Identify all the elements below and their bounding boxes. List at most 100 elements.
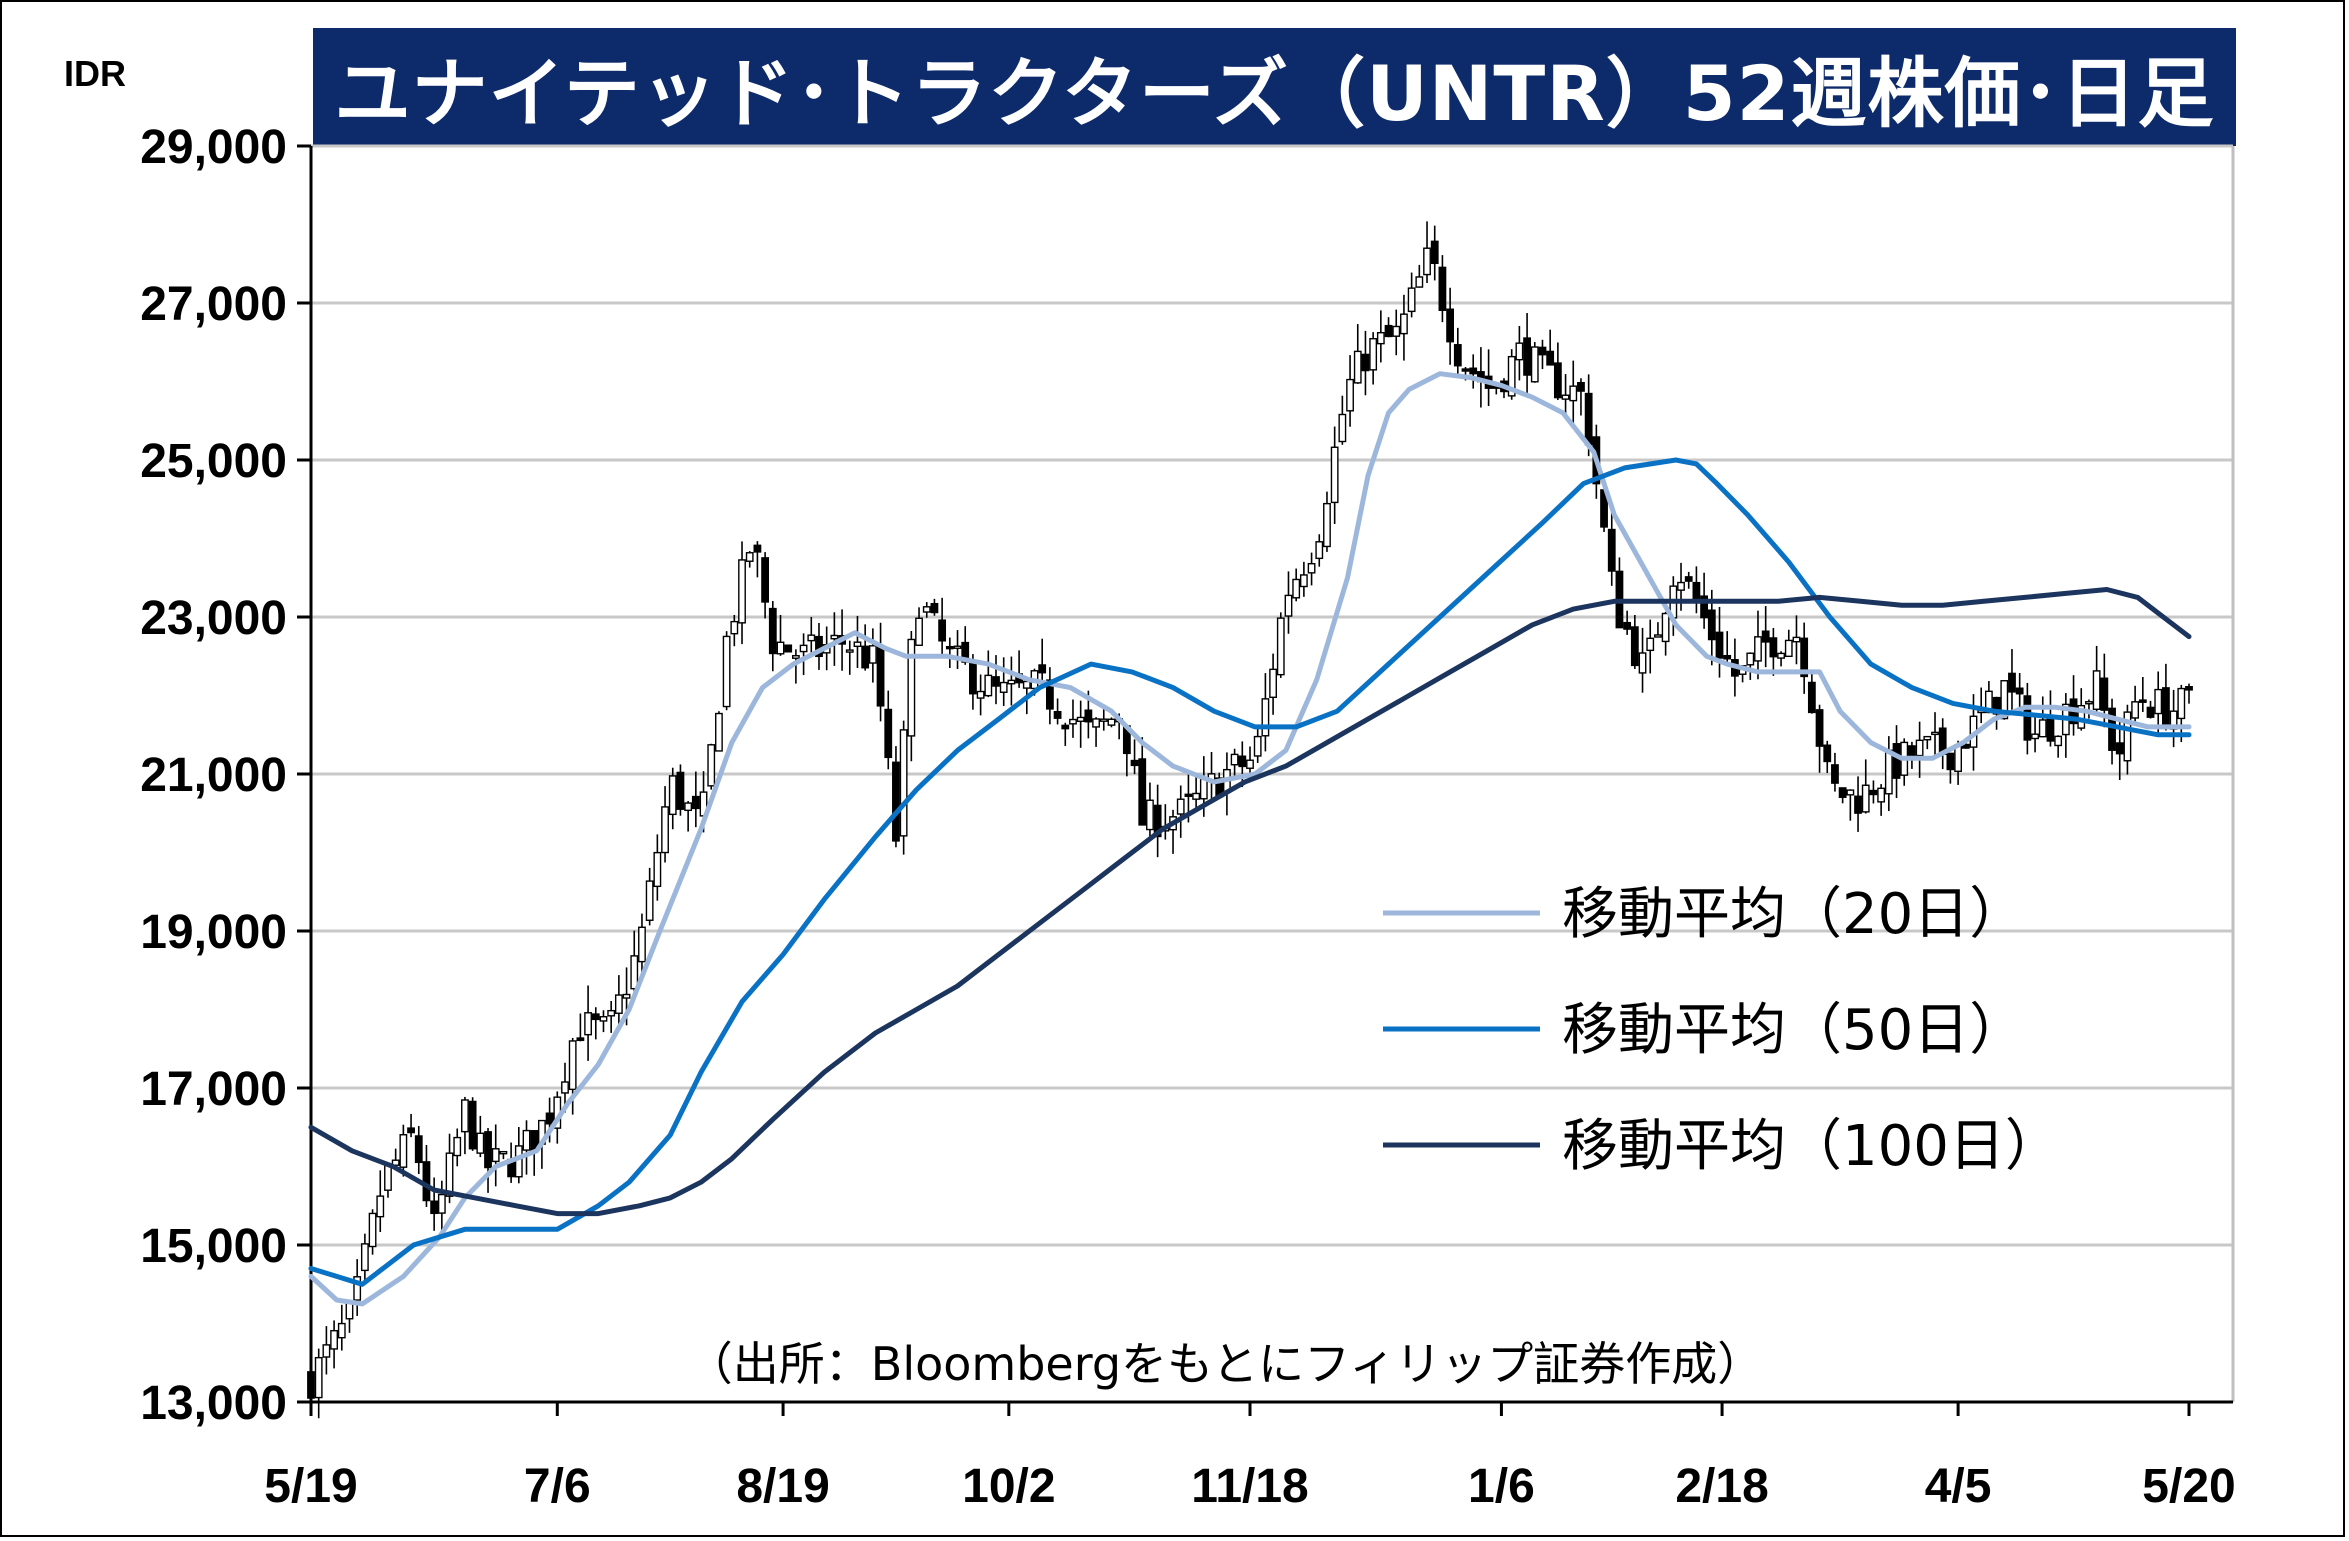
candle-body [1430,240,1439,265]
candle-body [1269,668,1277,699]
candle [1908,741,1916,769]
candle [1122,725,1131,777]
candle-body [1022,680,1031,689]
candle-body [2054,735,2063,747]
candle [1630,615,1639,669]
candle-body [453,1136,462,1157]
candle [1923,735,1932,750]
candle-body [1654,634,1662,638]
candle [2162,663,2170,731]
candle [707,743,716,790]
candle-body [384,1164,392,1191]
candle [2023,682,2032,755]
x-tick-label: 11/18 [1191,1460,1308,1513]
candle-body [1769,637,1778,658]
candle [745,551,754,568]
candle [1415,264,1424,288]
candle-body [1076,716,1085,722]
candle [1130,739,1139,775]
candle-body [1884,749,1893,795]
candle-body [2146,706,2155,718]
candle-body [2123,711,2132,762]
candle-body [953,645,962,649]
candle [1938,718,1947,770]
candle [722,631,731,711]
candle [1446,287,1455,365]
candle [1800,622,1809,694]
candle-body [899,729,908,837]
candle [1400,294,1408,361]
candle-body [2015,687,2024,695]
candle-body [799,644,808,653]
candle [1223,752,1231,816]
candle-body [1461,368,1470,372]
candle-body [2077,704,2086,729]
candle [1569,360,1578,429]
candle [1007,656,1016,706]
candle-body [645,880,654,921]
candle-body [676,771,685,810]
legend-label: 移動平均（50日） [1562,998,2025,1063]
candle [1823,740,1832,774]
candle [1915,721,1924,778]
candle [414,1125,423,1175]
candle-body [1238,755,1247,768]
candle [1469,354,1478,389]
candle-body [1677,581,1685,591]
candle [2169,689,2178,748]
candle-body [707,744,716,787]
candle [661,786,669,863]
candle [1646,619,1655,674]
candle-body [1761,630,1770,643]
candle-body [784,644,793,653]
candle [2146,700,2155,719]
candle-body [1053,710,1062,719]
candle-body [1661,612,1670,643]
candle-body [630,955,639,990]
candle-body [1361,353,1370,372]
candle-body [861,645,870,669]
candle [1815,704,1824,773]
candle-body [1707,609,1716,641]
candle-body [484,1131,492,1169]
candle-body [399,1134,408,1168]
candle-body [1084,709,1093,723]
candle [1284,571,1293,634]
candle [430,1177,439,1231]
candle [1892,725,1901,799]
candle [2031,716,2039,753]
candle [1769,627,1778,676]
candle-body [1407,287,1416,313]
candle [1392,309,1401,356]
candle [484,1128,492,1193]
candle [399,1124,408,1177]
candle-body [337,1322,346,1339]
candle [1376,310,1385,363]
candle-body [1292,578,1301,599]
candle [1346,355,1354,427]
candle-body [2100,677,2109,711]
candle-body [768,607,777,655]
candle [476,1115,485,1158]
candle-body [1792,636,1801,643]
candle-body [2092,670,2101,710]
candle [1338,395,1347,445]
candle-body [868,645,877,664]
candle [930,598,939,616]
candle-body [1392,325,1401,337]
candle [360,1233,369,1280]
candle [353,1259,362,1316]
candle [1553,342,1562,401]
candle [614,975,623,1025]
candle-body [1330,446,1339,504]
x-tick-label: 1/6 [1468,1460,1535,1513]
x-tick-label: 7/6 [524,1460,591,1513]
candle-body [476,1132,485,1154]
candle-body [1346,378,1354,412]
candle-body [1869,789,1878,796]
candle [1861,759,1870,814]
candle-body [753,544,762,553]
candle-body [1146,799,1154,831]
candle [2054,735,2063,758]
candle-body [791,655,800,659]
